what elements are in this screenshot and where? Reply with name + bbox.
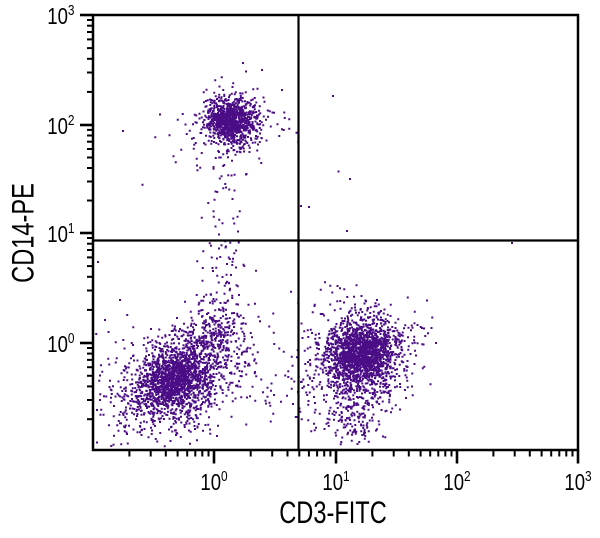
svg-text:101: 101 bbox=[322, 468, 349, 496]
svg-text:CD14-PE: CD14-PE bbox=[5, 183, 40, 283]
svg-text:102: 102 bbox=[443, 468, 470, 496]
svg-text:CD3-FITC: CD3-FITC bbox=[279, 495, 387, 530]
